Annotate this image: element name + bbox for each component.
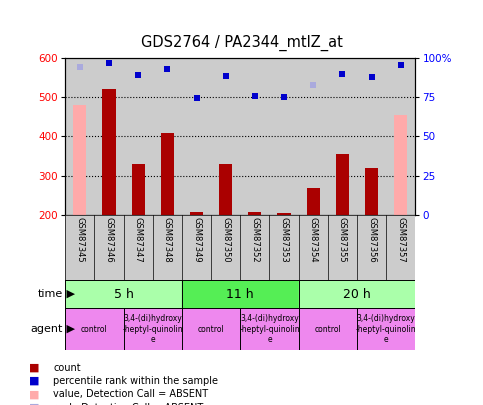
Bar	[182, 308, 241, 350]
Text: ▶: ▶	[63, 289, 75, 299]
Text: GSM87348: GSM87348	[163, 217, 172, 263]
Bar	[65, 280, 182, 308]
Point	[339, 71, 346, 77]
Bar	[124, 58, 153, 215]
Point	[280, 94, 288, 100]
Text: rank, Detection Call = ABSENT: rank, Detection Call = ABSENT	[53, 403, 203, 405]
Text: control: control	[314, 324, 341, 334]
Text: 3,4-(di)hydroxy
-heptyl-quinolin
e: 3,4-(di)hydroxy -heptyl-quinolin e	[356, 314, 416, 344]
Bar	[270, 215, 298, 280]
Text: GSM87352: GSM87352	[250, 217, 259, 263]
Bar	[153, 58, 182, 215]
Text: GSM87354: GSM87354	[309, 217, 318, 263]
Text: GSM87349: GSM87349	[192, 217, 201, 263]
Point	[222, 73, 229, 79]
Bar	[328, 215, 357, 280]
Bar	[336, 154, 349, 215]
Bar	[102, 89, 115, 215]
Bar	[73, 105, 86, 215]
Point	[397, 62, 405, 69]
Bar	[124, 308, 182, 350]
Bar	[248, 211, 261, 215]
Text: percentile rank within the sample: percentile rank within the sample	[53, 376, 218, 386]
Text: control: control	[198, 324, 225, 334]
Bar	[161, 132, 174, 215]
Bar	[131, 164, 145, 215]
Text: 11 h: 11 h	[227, 288, 254, 301]
Bar	[94, 58, 124, 215]
Text: GSM87347: GSM87347	[134, 217, 142, 263]
Point	[76, 64, 84, 70]
Bar	[298, 308, 357, 350]
Bar	[182, 215, 211, 280]
Bar	[65, 215, 94, 280]
Bar	[357, 308, 415, 350]
Bar	[298, 58, 328, 215]
Text: 3,4-(di)hydroxy
-heptyl-quinolin
e: 3,4-(di)hydroxy -heptyl-quinolin e	[122, 314, 183, 344]
Point	[163, 66, 171, 72]
Bar	[357, 215, 386, 280]
Point	[251, 93, 259, 99]
Bar	[211, 215, 241, 280]
Bar	[357, 58, 386, 215]
Bar	[386, 215, 415, 280]
Text: control: control	[81, 324, 108, 334]
Text: ■: ■	[29, 403, 40, 405]
Bar	[307, 188, 320, 215]
Point	[310, 82, 317, 88]
Bar	[182, 280, 298, 308]
Text: GSM87357: GSM87357	[396, 217, 405, 263]
Text: GSM87353: GSM87353	[280, 217, 288, 263]
Bar	[394, 115, 407, 215]
Text: GSM87356: GSM87356	[367, 217, 376, 263]
Bar	[386, 58, 415, 215]
Bar	[94, 215, 124, 280]
Bar	[278, 213, 291, 215]
Text: ■: ■	[29, 390, 40, 399]
Text: value, Detection Call = ABSENT: value, Detection Call = ABSENT	[53, 390, 208, 399]
Bar	[124, 215, 153, 280]
Bar	[182, 58, 211, 215]
Bar	[153, 215, 182, 280]
Text: ▶: ▶	[63, 324, 75, 334]
Bar	[241, 58, 270, 215]
Text: count: count	[53, 363, 81, 373]
Text: ■: ■	[29, 363, 40, 373]
Bar	[241, 215, 270, 280]
Point	[368, 74, 375, 81]
Text: GSM87345: GSM87345	[75, 217, 85, 263]
Bar	[241, 308, 298, 350]
Text: GDS2764 / PA2344_mtlZ_at: GDS2764 / PA2344_mtlZ_at	[141, 35, 342, 51]
Bar	[211, 58, 241, 215]
Point	[193, 94, 200, 101]
Bar	[298, 280, 415, 308]
Text: 3,4-(di)hydroxy
-heptyl-quinolin
e: 3,4-(di)hydroxy -heptyl-quinolin e	[239, 314, 300, 344]
Bar	[270, 58, 298, 215]
Bar	[298, 215, 328, 280]
Text: ■: ■	[29, 376, 40, 386]
Text: GSM87346: GSM87346	[104, 217, 114, 263]
Bar	[65, 308, 124, 350]
Bar	[365, 168, 378, 215]
Text: time: time	[38, 289, 63, 299]
Bar	[328, 58, 357, 215]
Bar	[219, 164, 232, 215]
Text: GSM87355: GSM87355	[338, 217, 347, 263]
Text: 20 h: 20 h	[343, 288, 371, 301]
Text: GSM87350: GSM87350	[221, 217, 230, 263]
Bar	[190, 211, 203, 215]
Point	[134, 72, 142, 79]
Text: agent: agent	[30, 324, 63, 334]
Point	[105, 60, 113, 67]
Text: 5 h: 5 h	[114, 288, 133, 301]
Bar	[65, 58, 94, 215]
